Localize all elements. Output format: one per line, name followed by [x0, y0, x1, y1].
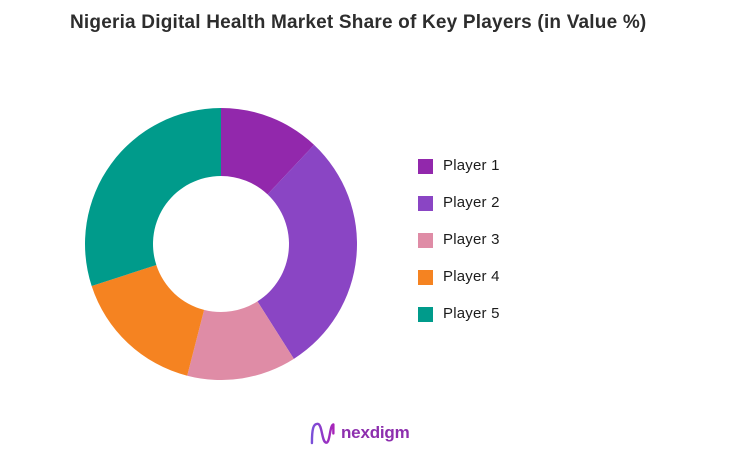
legend-item-player-3: Player 3: [418, 232, 500, 248]
legend-label: Player 4: [443, 268, 500, 285]
legend-item-player-1: Player 1: [418, 158, 500, 174]
donut-segment-player-1: [221, 108, 315, 195]
legend-item-player-2: Player 2: [418, 195, 500, 211]
legend-label: Player 2: [443, 194, 500, 211]
legend-item-player-5: Player 5: [418, 306, 500, 322]
donut-segment-player-4: [91, 265, 205, 376]
nexdigm-wordmark: nexdigm: [341, 422, 410, 442]
legend-swatch: [418, 306, 433, 322]
donut-segment-player-3: [187, 301, 294, 381]
legend-label: Player 5: [443, 305, 500, 322]
legend-swatch: [418, 269, 433, 285]
donut-segment-player-2: [257, 144, 358, 359]
legend-item-player-4: Player 4: [418, 269, 500, 285]
legend-label: Player 1: [443, 157, 500, 174]
donut-chart-area: [85, 108, 358, 381]
chart-title: Nigeria Digital Health Market Share of K…: [70, 12, 647, 33]
legend-label: Player 3: [443, 231, 500, 248]
donut-segment-player-5: [85, 108, 221, 287]
legend-swatch: [418, 195, 433, 211]
legend-swatch: [418, 232, 433, 248]
nexdigm-n-icon: [310, 422, 335, 445]
nexdigm-logo: nexdigm: [309, 420, 410, 445]
legend-swatch: [418, 158, 433, 174]
donut-chart: [85, 108, 358, 381]
chart-legend: Player 1 Player 2 Player 3 Player 4 Player 5: [418, 158, 500, 322]
